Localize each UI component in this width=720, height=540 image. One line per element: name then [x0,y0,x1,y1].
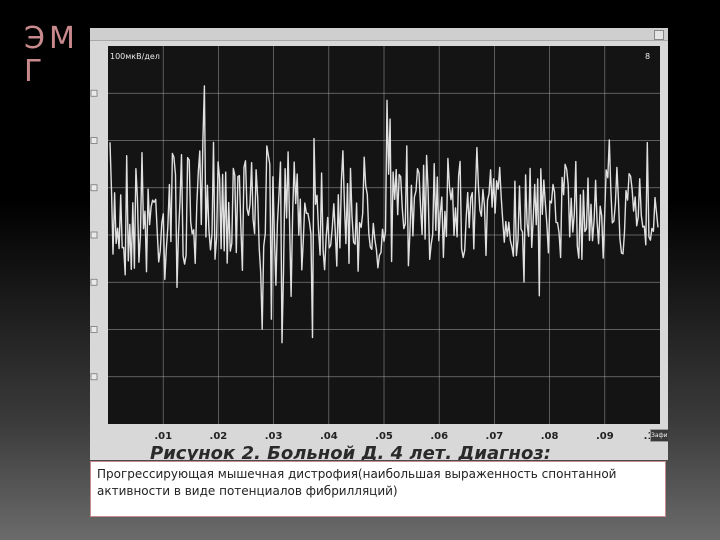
fixate-button[interactable]: Зафиксировать [650,429,668,442]
emg-trace [109,85,659,344]
axis-marker [90,373,98,381]
x-tick-label: .03 [264,431,283,442]
axis-marker [90,89,98,97]
x-tick-label: .06 [430,431,449,442]
axis-marker [90,278,98,286]
axis-marker [90,231,98,239]
emg-plot [90,46,660,424]
emg-figure: 100мкВ/дел 8 .01 .02 .03 .04 .05 .06 .07 .08 .09… [90,28,668,460]
x-tick-label: .07 [485,431,504,442]
figure-top-strip [90,28,668,41]
axis-marker [90,184,98,192]
x-tick-label: .08 [540,431,559,442]
x-tick-label: .05 [375,431,393,442]
x-tick-label: .1 [643,431,655,442]
axis-marker [90,326,98,333]
description-box: Прогрессирующая мышечная дистрофия(наибо… [90,461,666,517]
x-tick-label: .09 [595,431,614,442]
channel-label: 8 [645,52,651,61]
x-tick-label: .04 [319,431,338,442]
x-tick-label: .02 [209,431,228,442]
figure-caption: Рисунок 2. Больной Д. 4 лет. Диагноз: [150,443,551,460]
window-button[interactable] [654,30,664,40]
scale-label: 100мкВ/дел [110,52,160,61]
x-tick-label: .01 [154,431,173,442]
axis-marker [90,137,98,144]
slide-title: ЭМГ [24,21,79,89]
